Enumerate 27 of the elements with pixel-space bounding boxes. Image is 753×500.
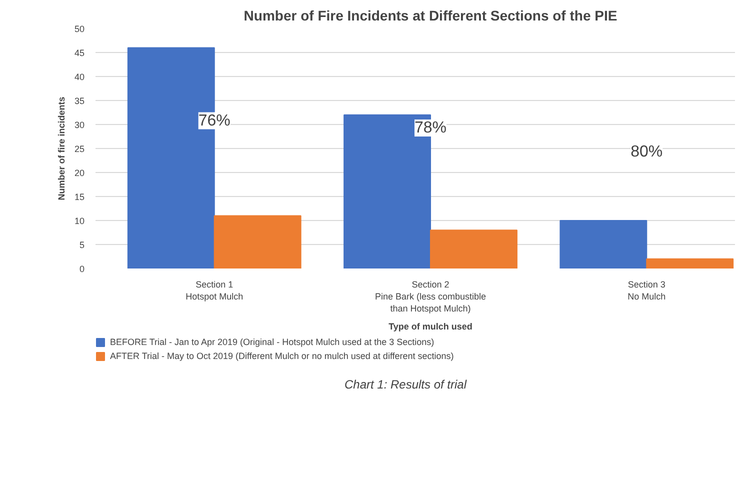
annotation: 80%: [630, 144, 663, 160]
y-tick-label: 40: [74, 72, 85, 82]
legend-label: BEFORE Trial - Jan to Apr 2019 (Original - Hotspot Mulch used at the 3 Sections): [110, 336, 434, 348]
x-tick-label: Section 2 Pine Bark (less combustible than Hotspot Mulch): [374, 280, 486, 314]
x-axis-title: Type of mulch used: [388, 322, 472, 332]
y-tick-label: 0: [79, 264, 85, 274]
y-tick-label: 20: [74, 168, 85, 178]
y-tick-label: 30: [74, 120, 85, 130]
y-tick-label: 50: [74, 24, 85, 34]
y-axis-title: Number of fire incidents: [56, 96, 66, 200]
x-tick-label: Section 1 Hotspot Mulch: [186, 280, 244, 302]
y-tick-label: 25: [74, 144, 85, 154]
chart-title: Number of Fire Incidents at Different Sections of the PIE: [244, 8, 618, 24]
annotation: 78%: [414, 120, 447, 136]
y-tick-label: 15: [74, 192, 85, 202]
legend-label: AFTER Trial - May to Oct 2019 (Different Mulch or no mulch used at different sections): [110, 350, 454, 362]
y-tick-label: 45: [74, 48, 85, 58]
bar: [214, 215, 302, 268]
y-tick-label: 35: [74, 96, 85, 106]
y-tick-label: 10: [74, 216, 85, 226]
bar: [430, 230, 518, 268]
x-tick-label: Section 3 No Mulch: [628, 280, 666, 302]
annotation: 76%: [198, 112, 230, 130]
bar: [646, 258, 734, 268]
bar: [560, 220, 648, 268]
y-tick-label: 5: [79, 240, 85, 250]
caption: Chart 1: Results of trial: [344, 378, 467, 392]
